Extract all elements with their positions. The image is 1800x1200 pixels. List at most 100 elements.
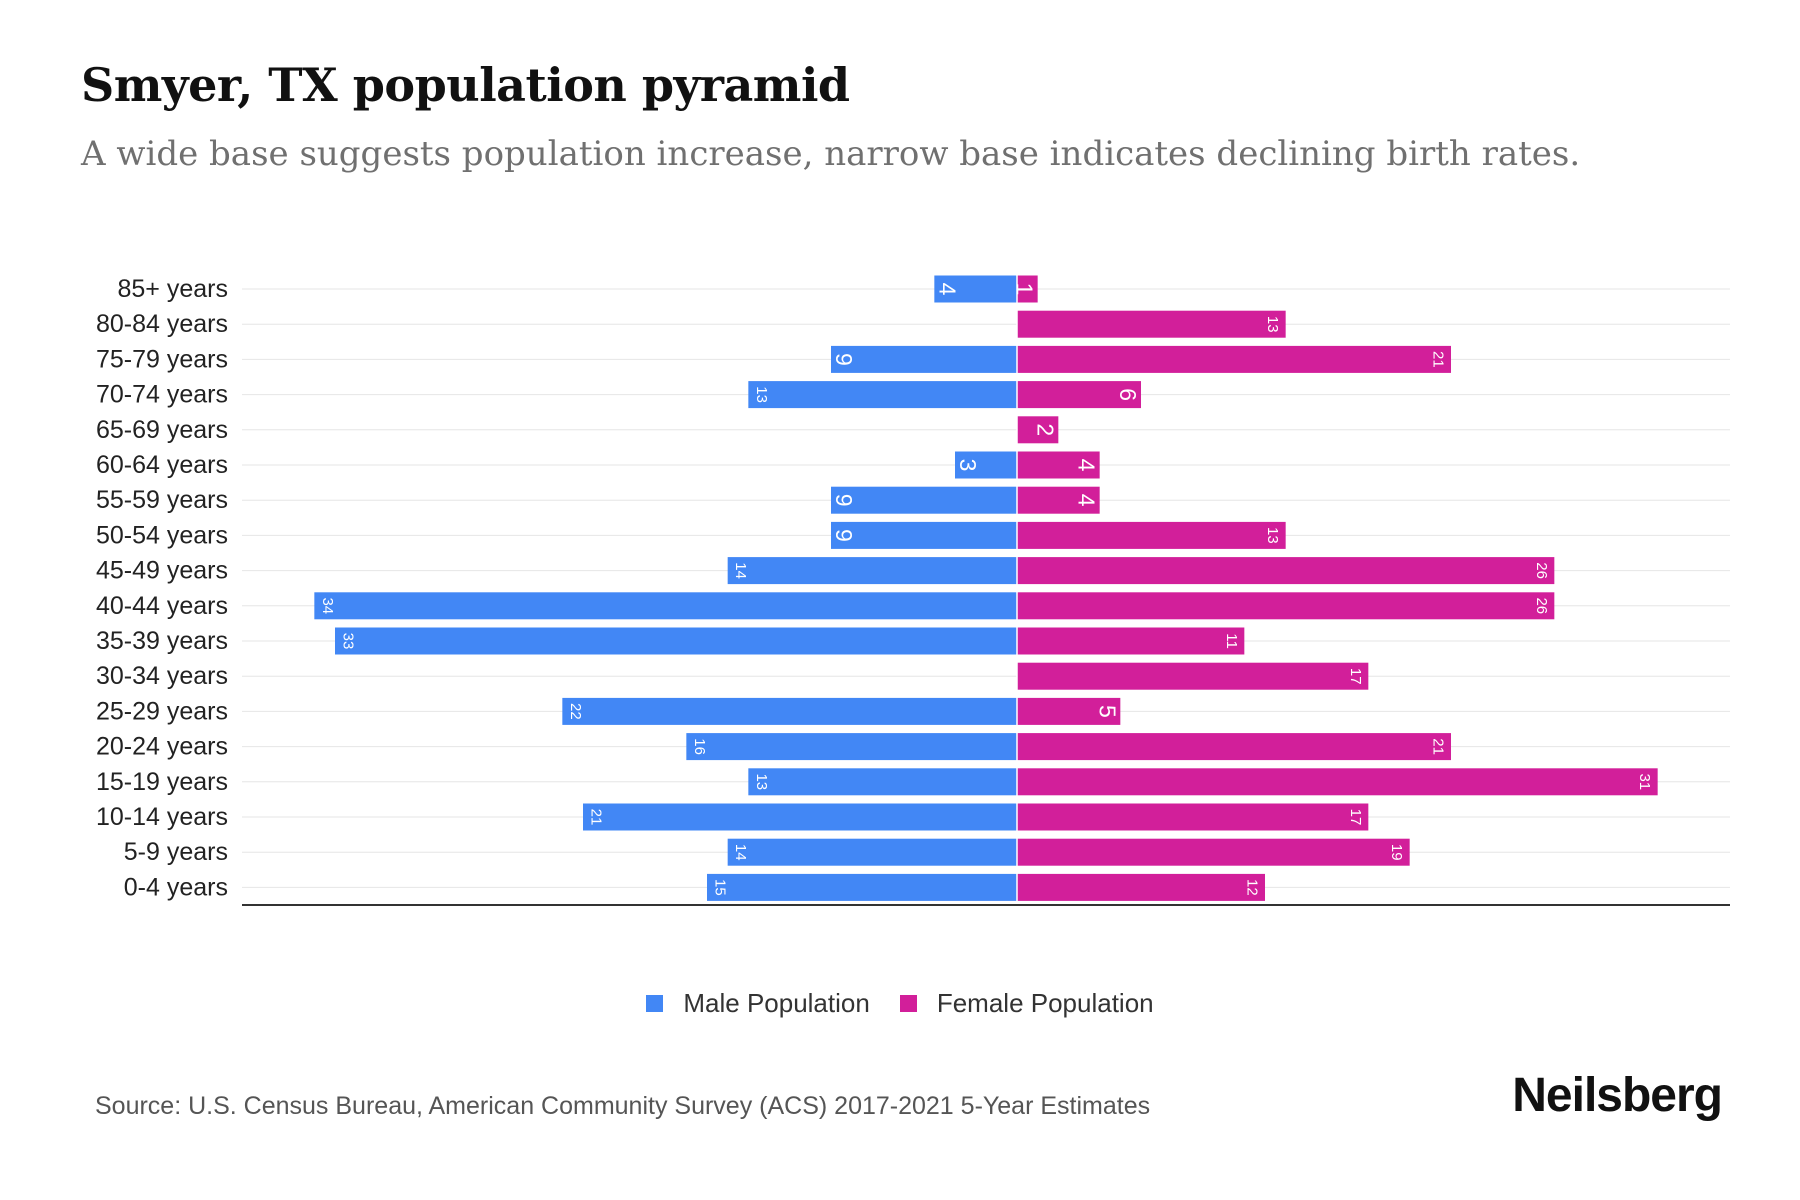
bar-female (1017, 486, 1100, 514)
value-label-female: 13 (1264, 527, 1281, 544)
age-group-label: 20-24 years (96, 733, 228, 761)
value-label-male: 13 (753, 386, 770, 403)
bar-female (1017, 662, 1369, 690)
gridlines (242, 288, 1730, 888)
bar-male (314, 592, 1017, 620)
bar-male (707, 873, 1017, 901)
age-group-label: 35-39 years (96, 627, 228, 655)
age-group-label: 75-79 years (96, 345, 228, 373)
legend-label-male: Male Population (683, 987, 870, 1018)
value-label-male: 22 (567, 703, 584, 720)
value-label-male: 34 (319, 597, 336, 614)
age-group-label: 15-19 years (96, 768, 228, 796)
value-label-female: 21 (1430, 738, 1447, 755)
value-label-male: 16 (691, 738, 708, 755)
value-label-female: 26 (1533, 562, 1550, 579)
bar-female (1017, 451, 1100, 479)
age-group-label: 5-9 years (124, 838, 228, 866)
value-label-male: 9 (831, 529, 857, 542)
chart-subtitle: A wide base suggests population increase… (81, 134, 1581, 174)
bar-male (934, 275, 1017, 303)
bar-male (562, 697, 1017, 725)
population-pyramid-chart: 85+ years 80-84 years 75-79 years 70-74 yea… (96, 273, 1730, 906)
value-label-female: 5 (1094, 705, 1120, 718)
bar-male (955, 451, 1017, 479)
age-group-labels: 85+ years 80-84 years 75-79 years 70-74 yea… (96, 275, 228, 901)
age-group-label: 55-59 years (96, 486, 228, 514)
bar-male (831, 345, 1017, 373)
legend: Male Population Female Population (0, 983, 1800, 1023)
value-label-female: 13 (1264, 316, 1281, 333)
value-label-male: 15 (712, 879, 729, 896)
value-label-male: 3 (955, 459, 981, 472)
age-group-label: 45-49 years (96, 557, 228, 585)
value-label-female: 17 (1347, 809, 1364, 826)
bar-male (727, 838, 1017, 866)
bar-female (1017, 521, 1286, 549)
age-group-label: 30-34 years (96, 662, 228, 690)
value-label-male: 14 (732, 844, 749, 861)
age-group-label: 50-54 years (96, 521, 228, 549)
legend-item-male: Male Population (646, 987, 870, 1019)
age-group-label: 10-14 years (96, 803, 228, 831)
legend-label-female: Female Population (936, 987, 1154, 1018)
bar-female (1017, 592, 1555, 620)
value-label-female: 12 (1244, 879, 1261, 896)
value-label-male: 14 (732, 562, 749, 579)
value-label-female: 31 (1636, 773, 1653, 790)
age-group-label: 80-84 years (96, 310, 228, 338)
bar-male (686, 733, 1017, 761)
value-label-male: 9 (831, 494, 857, 507)
bar-female (1017, 275, 1038, 303)
bar-female (1017, 803, 1369, 831)
bar-female (1017, 733, 1451, 761)
age-group-label: 65-69 years (96, 416, 228, 444)
bar-male (727, 557, 1017, 585)
value-label-male: 9 (831, 353, 857, 366)
bar-male (748, 381, 1017, 409)
bar-male (831, 521, 1017, 549)
bar-female (1017, 310, 1286, 338)
bar-female (1017, 838, 1410, 866)
legend-item-female: Female Population (899, 987, 1154, 1019)
value-label-male: 21 (588, 809, 605, 826)
value-label-female: 19 (1388, 844, 1405, 861)
bar-male (831, 486, 1017, 514)
value-label-male: 13 (753, 773, 770, 790)
age-group-label: 60-64 years (96, 451, 228, 479)
brand-logo: Neilsberg (1512, 1069, 1723, 1122)
age-group-label: 85+ years (118, 275, 229, 303)
bar-female (1017, 345, 1451, 373)
source-note: Source: U.S. Census Bureau, American Com… (95, 1092, 1151, 1120)
value-label-female: 26 (1533, 597, 1550, 614)
bar-female (1017, 697, 1121, 725)
bar-female (1017, 557, 1555, 585)
legend-swatch-male (646, 994, 664, 1012)
bar-female (1017, 381, 1141, 409)
value-label-female: 2 (1032, 423, 1058, 436)
bars (314, 275, 1658, 901)
age-group-label: 25-29 years (96, 697, 228, 725)
value-label-male: 33 (340, 633, 357, 650)
value-label-female: 21 (1430, 351, 1447, 368)
legend-swatch-female (899, 994, 917, 1012)
age-group-label: 40-44 years (96, 592, 228, 620)
bar-male (335, 627, 1017, 655)
value-label-female: 4 (1074, 459, 1100, 472)
bar-male (748, 768, 1017, 796)
bar-female (1017, 873, 1265, 901)
value-label-female: 6 (1115, 388, 1141, 401)
value-label-female: 17 (1347, 668, 1364, 685)
age-group-label: 70-74 years (96, 381, 228, 409)
bar-female (1017, 416, 1059, 444)
value-label-male: 4 (934, 283, 960, 296)
value-label-female: 4 (1074, 494, 1100, 507)
chart-title: Smyer, TX population pyramid (81, 58, 850, 112)
value-label-female: 11 (1223, 633, 1240, 649)
value-label-female: 1 (1012, 283, 1038, 296)
bar-female (1017, 627, 1245, 655)
bar-female (1017, 768, 1658, 796)
bar-male (583, 803, 1017, 831)
age-group-label: 0-4 years (124, 873, 228, 901)
